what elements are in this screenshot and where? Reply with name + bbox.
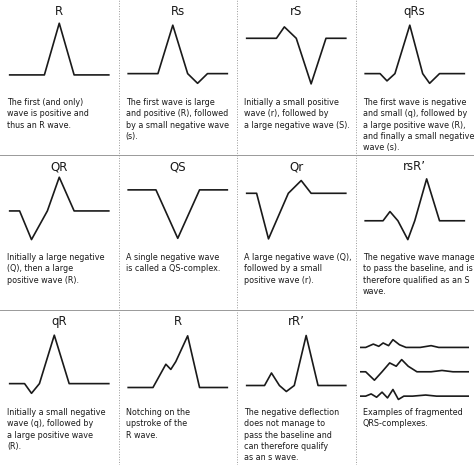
Text: QR: QR xyxy=(51,160,68,173)
Text: The negative wave manages
to pass the baseline, and is
therefore qualified as an: The negative wave manages to pass the ba… xyxy=(363,252,474,296)
Text: qR: qR xyxy=(52,315,67,328)
Text: The negative deflection
does not manage to
pass the baseline and
can therefore q: The negative deflection does not manage … xyxy=(244,408,339,463)
Text: The first wave is large
and positive (R), followed
by a small negative wave
(s).: The first wave is large and positive (R)… xyxy=(126,98,228,141)
Text: The first (and only)
wave is positive and
thus an R wave.: The first (and only) wave is positive an… xyxy=(7,98,89,130)
Text: rR’: rR’ xyxy=(288,315,305,328)
Text: A single negative wave
is called a QS-complex.: A single negative wave is called a QS-co… xyxy=(126,252,220,273)
Text: Qr: Qr xyxy=(289,160,303,173)
Text: QS: QS xyxy=(169,160,186,173)
Text: Initially a small negative
wave (q), followed by
a large positive wave
(R).: Initially a small negative wave (q), fol… xyxy=(7,408,106,451)
Text: Initially a large negative
(Q), then a large
positive wave (R).: Initially a large negative (Q), then a l… xyxy=(7,252,105,285)
Text: qRs: qRs xyxy=(404,6,426,19)
Text: A large negative wave (Q),
followed by a small
positive wave (r).: A large negative wave (Q), followed by a… xyxy=(244,252,352,285)
Text: Initially a small positive
wave (r), followed by
a large negative wave (S).: Initially a small positive wave (r), fol… xyxy=(244,98,350,130)
Text: rS: rS xyxy=(290,6,302,19)
Text: Examples of fragmented
QRS-complexes.: Examples of fragmented QRS-complexes. xyxy=(363,408,462,428)
Text: rsR’: rsR’ xyxy=(403,160,426,173)
Text: R: R xyxy=(55,6,64,19)
Text: The first wave is negative
and small (q), followed by
a large positive wave (R),: The first wave is negative and small (q)… xyxy=(363,98,474,153)
Text: Notching on the
upstroke of the
R wave.: Notching on the upstroke of the R wave. xyxy=(126,408,190,439)
Text: R: R xyxy=(173,315,182,328)
Text: Rs: Rs xyxy=(171,6,185,19)
